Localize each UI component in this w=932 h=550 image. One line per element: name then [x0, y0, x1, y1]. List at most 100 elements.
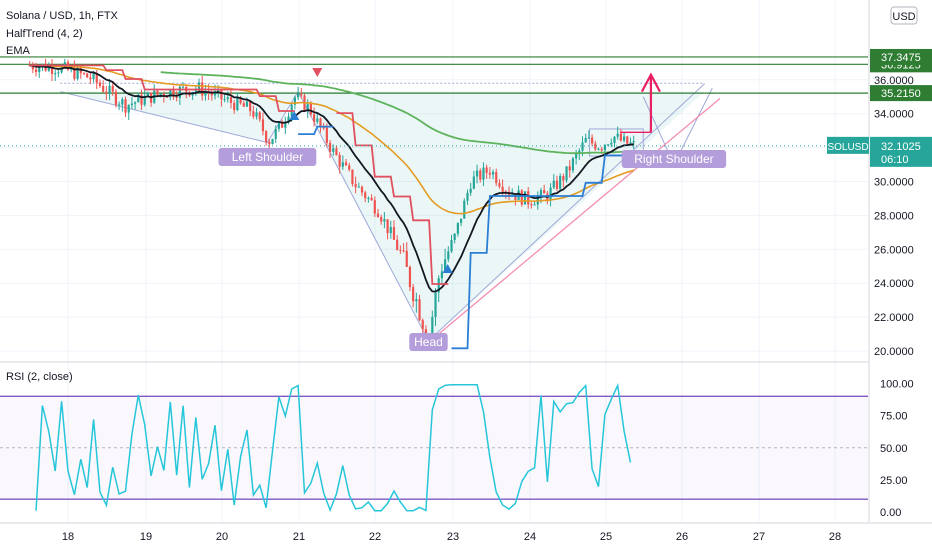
rsi-axis-bg	[869, 362, 932, 522]
candle-body	[242, 103, 245, 107]
candle-body	[165, 96, 169, 98]
left-shoulder-label-box	[218, 148, 317, 166]
halftrend-line	[29, 64, 295, 112]
candle-body	[514, 194, 517, 200]
candle-body	[98, 82, 102, 86]
rsi-tick-label: 50.00	[880, 443, 908, 455]
last-price-tag	[870, 136, 932, 167]
candle-body	[297, 93, 300, 98]
candle-body	[34, 69, 38, 73]
candle-body	[587, 137, 591, 139]
candle-body	[571, 158, 575, 171]
candle-body	[591, 137, 594, 144]
ema-mid-line	[29, 64, 634, 215]
candle-body	[239, 97, 242, 104]
rsi-title: RSI (2, close)	[6, 371, 73, 383]
candle-body	[210, 93, 213, 96]
candle-body	[328, 142, 332, 152]
price-tick-label: 26.0000	[874, 244, 914, 256]
price-tick-label: 24.0000	[874, 278, 914, 290]
candle-body	[450, 240, 453, 252]
candle-body	[386, 219, 389, 234]
candle-body	[610, 142, 613, 145]
last-price-label: 32.1025	[881, 141, 921, 153]
indicator-lines	[29, 64, 634, 350]
time-tick-label: 22	[369, 531, 381, 543]
rsi-tick-label: 75.00	[880, 411, 908, 423]
candle-body	[169, 89, 172, 98]
candle-body	[47, 66, 50, 71]
candle-body	[287, 116, 290, 123]
candle-body	[335, 148, 338, 155]
candle-body	[399, 250, 402, 252]
candle-body	[469, 188, 472, 193]
currency-label: USD	[892, 11, 915, 23]
candle-body	[364, 192, 367, 199]
candle-body	[613, 136, 616, 143]
candle-body	[367, 197, 370, 199]
candle-body	[82, 73, 86, 75]
candle-body	[281, 122, 284, 128]
candle-body	[520, 190, 523, 205]
candle-body	[268, 141, 271, 145]
candle-body	[360, 186, 364, 193]
symbol-tag-label: SOLUSD	[827, 142, 868, 153]
level-tag-label: 35.2150	[881, 88, 921, 100]
candle-body	[293, 97, 297, 105]
candle-body	[440, 271, 444, 279]
price-tick-label: 28.0000	[874, 210, 914, 222]
candle-body	[105, 91, 108, 94]
candle-body	[306, 103, 309, 111]
candle-body	[73, 67, 76, 79]
buy-signal-icon	[442, 264, 453, 273]
candle-body	[271, 138, 274, 145]
candle-body	[600, 148, 603, 151]
candle-body	[194, 89, 197, 92]
head-label-box	[409, 333, 448, 351]
candle-body	[555, 180, 559, 189]
candle-body	[89, 77, 92, 80]
candle-body	[629, 142, 632, 144]
time-tick-label: 24	[524, 531, 536, 543]
candle-body	[95, 73, 98, 83]
head-label: Head	[414, 335, 443, 349]
candle-body	[392, 227, 396, 240]
candle-body	[632, 141, 635, 143]
left-shoulder-label: Left Shoulder	[232, 150, 303, 164]
candle-body	[437, 278, 440, 293]
legend: Solana / USD, 1h, FTX HalfTrend (4, 2) E…	[6, 10, 119, 383]
candle-body	[252, 111, 255, 117]
candle-body	[226, 97, 229, 99]
halftrend-line	[336, 112, 449, 285]
candle-body	[466, 192, 469, 201]
candle-body	[140, 94, 143, 105]
candle-body	[118, 104, 121, 106]
candle-body	[488, 172, 491, 175]
candle-body	[357, 186, 360, 188]
candle-body	[495, 171, 498, 184]
candle-body	[92, 73, 95, 80]
legend-ema: EMA	[6, 45, 31, 57]
candle-body	[383, 219, 386, 222]
candle-body	[102, 85, 105, 92]
symbol-tag	[827, 136, 869, 154]
candle-body	[156, 90, 159, 95]
candle-body	[332, 148, 335, 152]
candle-body	[351, 169, 354, 185]
candle-body	[619, 133, 622, 141]
candle-body	[233, 102, 236, 111]
pattern-drawings	[0, 56, 868, 344]
candle-body	[134, 102, 137, 104]
price-tick-label: 20.0000	[874, 346, 914, 358]
time-tick-label: 21	[293, 531, 305, 543]
candle-body	[543, 190, 546, 194]
candle-body	[479, 170, 482, 180]
candle-body	[63, 62, 66, 66]
target-arrow-head-icon	[640, 72, 661, 93]
candle-body	[54, 73, 57, 75]
time-tick-label: 19	[140, 531, 152, 543]
rsi-tick-label: 0.00	[880, 507, 901, 519]
rsi-tick-label: 100.00	[880, 379, 914, 391]
price-tick-label: 22.0000	[874, 312, 914, 324]
